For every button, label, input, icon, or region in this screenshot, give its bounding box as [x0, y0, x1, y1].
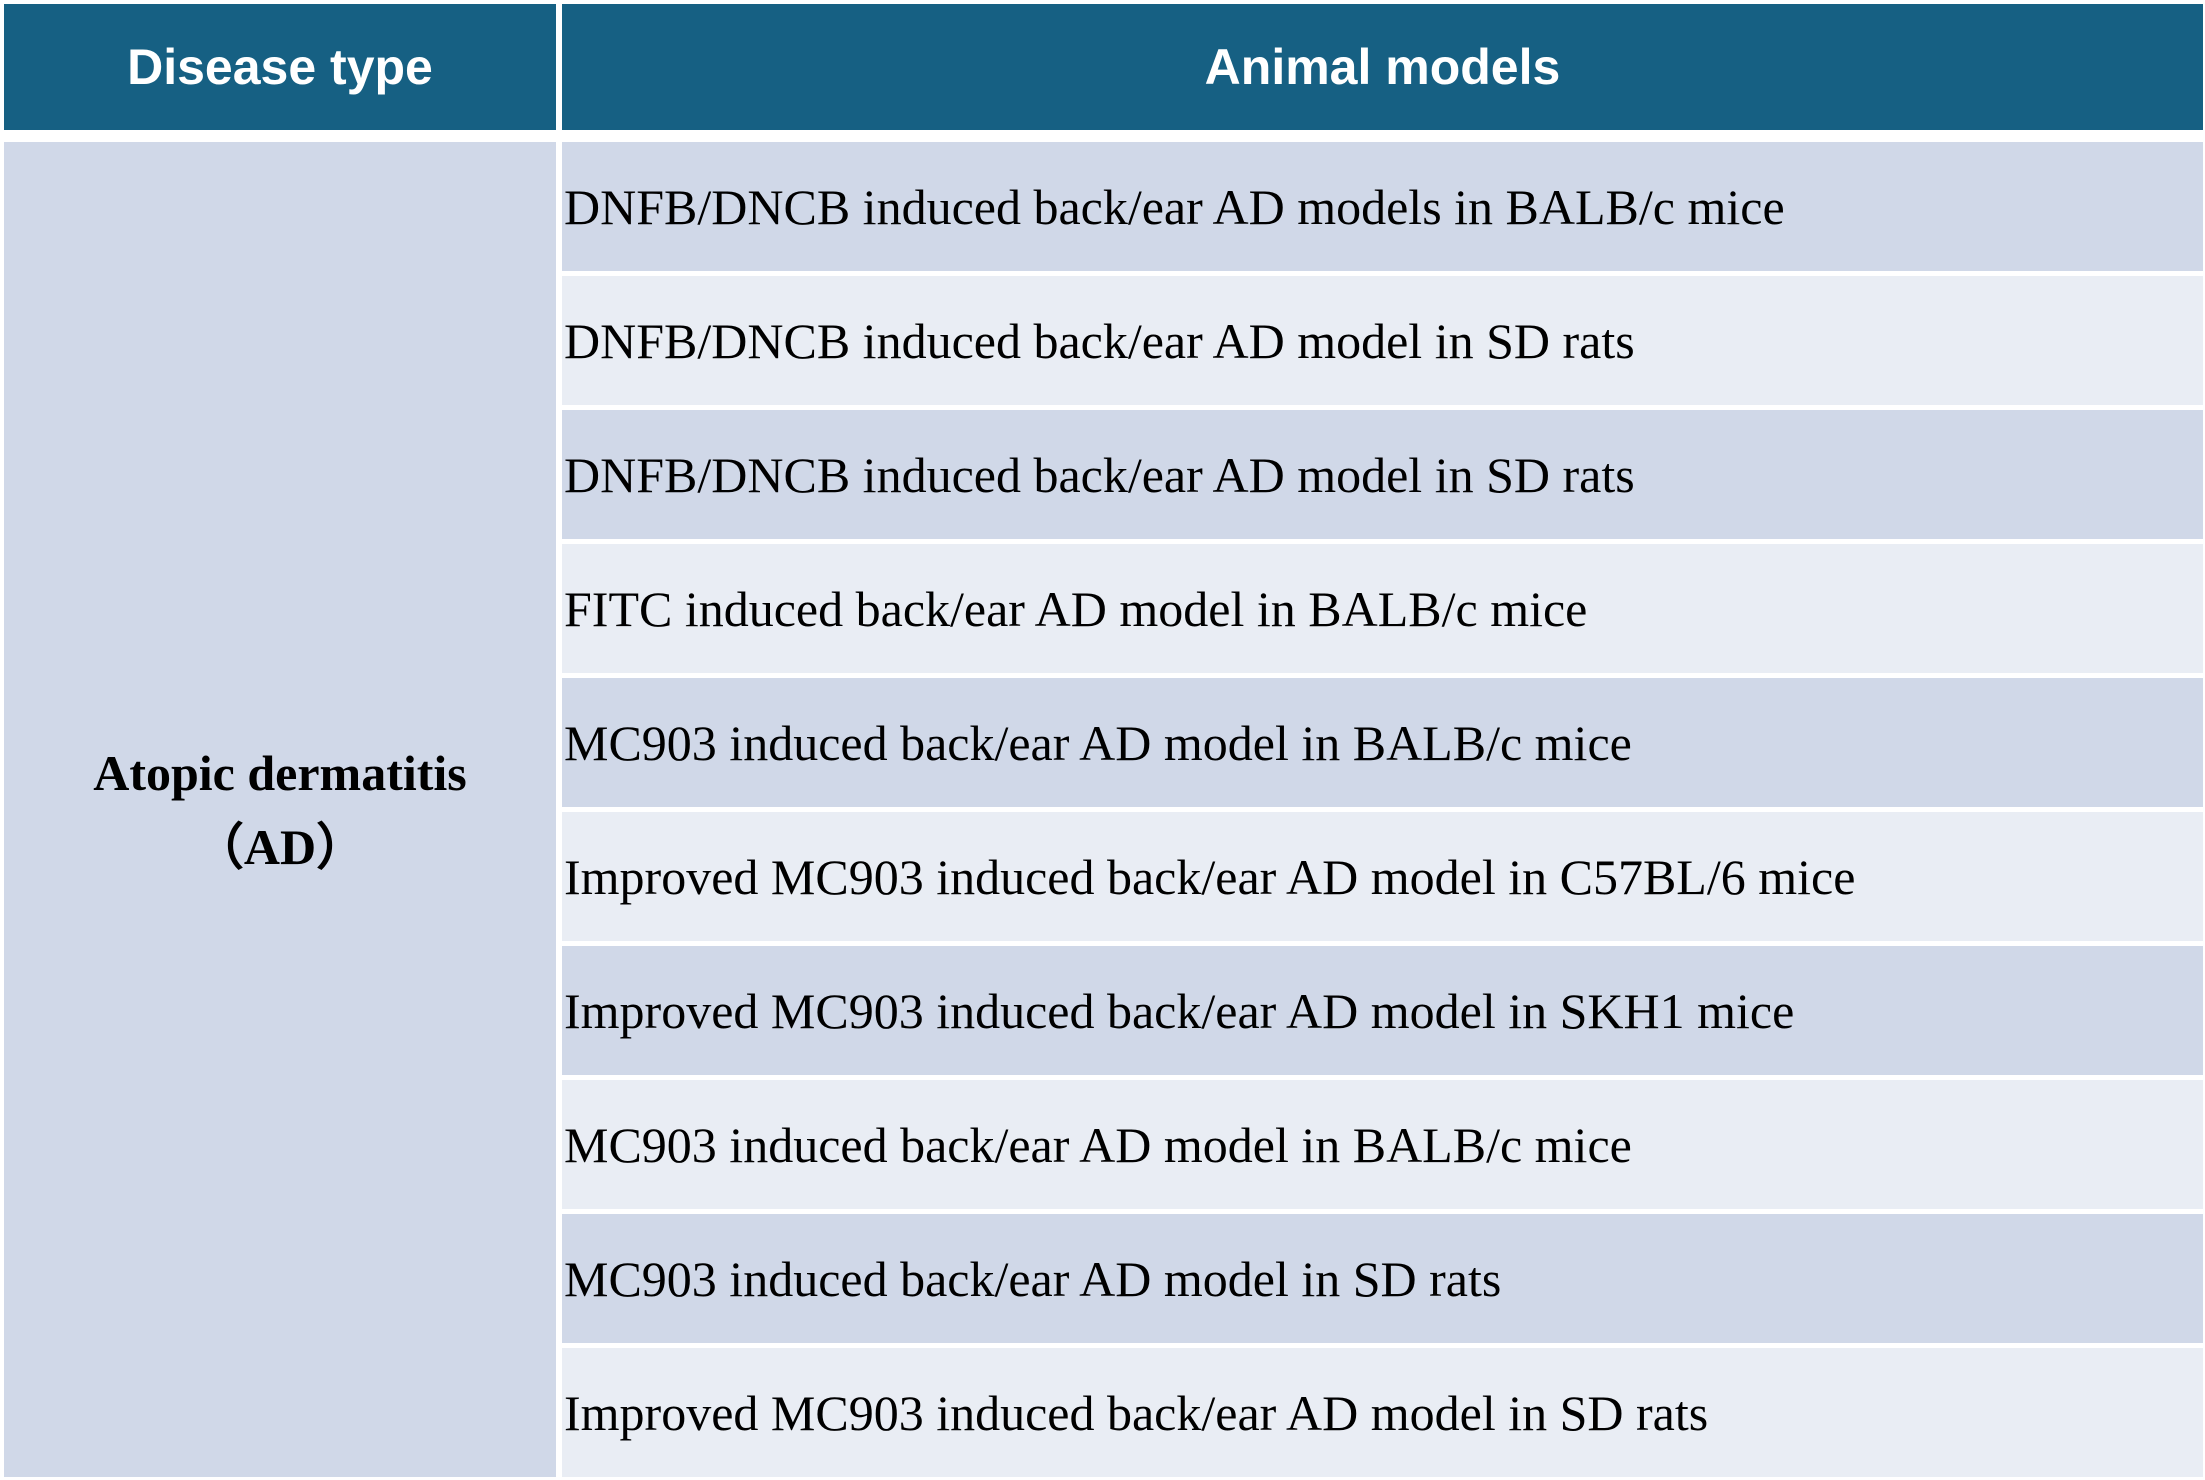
table-row: DNFB/DNCB induced back/ear AD models in …: [562, 142, 2203, 271]
animal-models-column: DNFB/DNCB induced back/ear AD models in …: [562, 142, 2203, 1477]
table-row: MC903 induced back/ear AD model in SD ra…: [562, 1214, 2203, 1343]
disease-abbreviation: （AD）: [193, 818, 367, 875]
table-row: Improved MC903 induced back/ear AD model…: [562, 812, 2203, 941]
table-row: Improved MC903 induced back/ear AD model…: [562, 946, 2203, 1075]
table-row: MC903 induced back/ear AD model in BALB/…: [562, 678, 2203, 807]
header-animal-models: Animal models: [562, 4, 2203, 130]
table-row: DNFB/DNCB induced back/ear AD model in S…: [562, 276, 2203, 405]
header-disease-type: Disease type: [4, 4, 556, 130]
animal-models-table: Disease type Animal models Atopic dermat…: [4, 4, 2203, 1477]
table-row: MC903 induced back/ear AD model in BALB/…: [562, 1080, 2203, 1209]
table-row: FITC induced back/ear AD model in BALB/c…: [562, 544, 2203, 673]
disease-type-cell: Atopic dermatitis （AD）: [4, 142, 556, 1477]
table-row: Improved MC903 induced back/ear AD model…: [562, 1348, 2203, 1477]
table-header-row: Disease type Animal models: [4, 4, 2203, 130]
disease-name: Atopic dermatitis: [93, 744, 467, 801]
table-row: DNFB/DNCB induced back/ear AD model in S…: [562, 410, 2203, 539]
